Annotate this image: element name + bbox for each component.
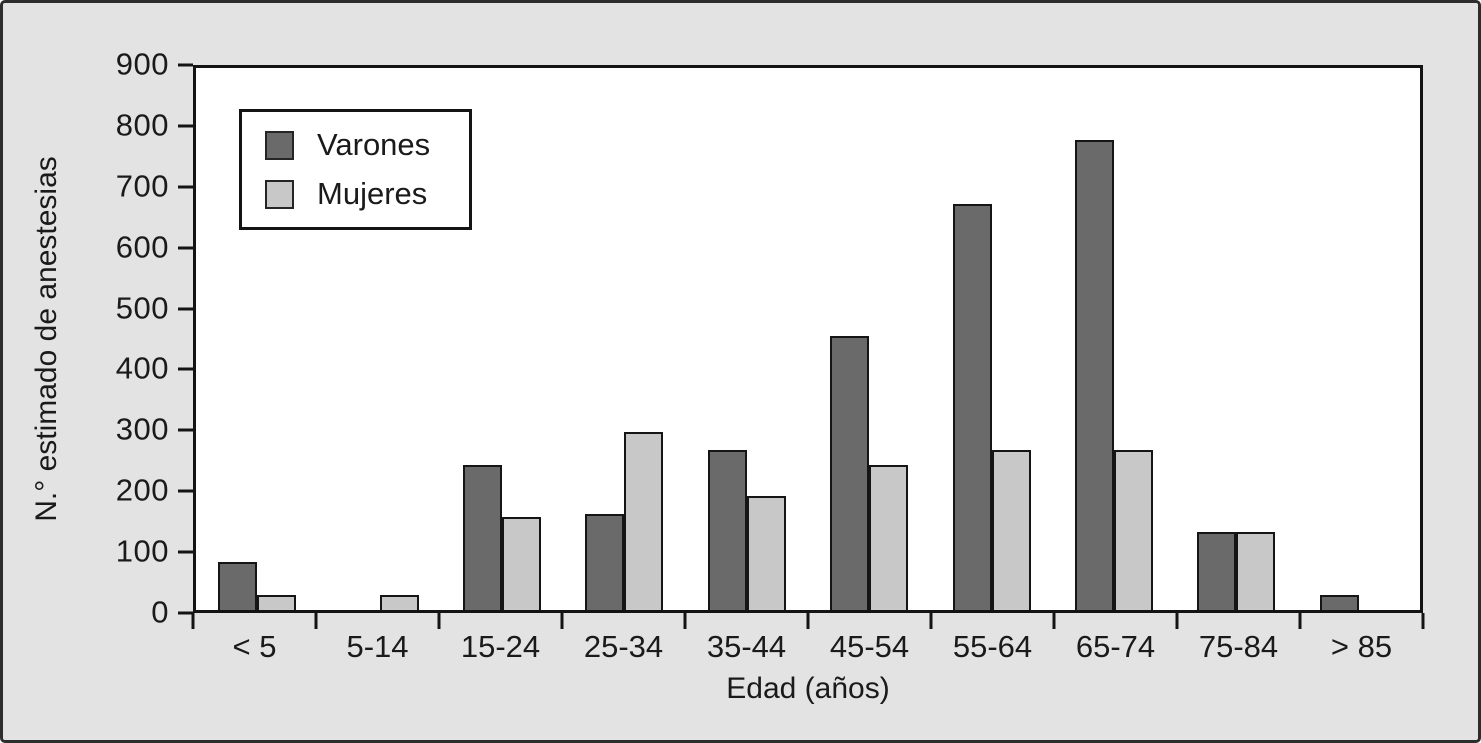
- bar-group-4: [563, 68, 685, 610]
- mujeres-bar: [257, 594, 297, 610]
- y-tick: [178, 367, 193, 371]
- bar-group-6: [808, 68, 930, 610]
- varones-bar: [952, 203, 992, 610]
- bar-group-5: [686, 68, 808, 610]
- x-tick: [314, 613, 318, 629]
- x-tick: [437, 613, 441, 629]
- y-tick-label: 100: [115, 533, 169, 569]
- mujeres-bar: [869, 465, 909, 610]
- x-category-label: 35-44: [706, 629, 787, 664]
- mujeres-bar: [624, 432, 664, 610]
- x-tick: [1421, 613, 1425, 629]
- x-tick: [1298, 613, 1302, 629]
- x-category-label: > 85: [1330, 629, 1393, 664]
- mujeres-bar: [746, 495, 786, 610]
- x-category-label: 75-84: [1198, 629, 1279, 664]
- y-tick-label: 500: [115, 289, 169, 325]
- mujeres-bar: [991, 450, 1031, 610]
- varones-bar: [830, 336, 870, 610]
- x-tick: [1175, 613, 1179, 629]
- y-tick-label: 200: [115, 472, 169, 508]
- varones-bar: [1075, 140, 1115, 610]
- y-tick-label: 700: [115, 168, 169, 204]
- x-axis-title: Edad (años): [726, 672, 890, 705]
- y-tick: [178, 550, 193, 554]
- y-tick-label: 900: [115, 46, 169, 82]
- x-category-label: 5-14: [346, 629, 409, 664]
- y-tick: [178, 124, 193, 128]
- mujeres-bar: [379, 594, 419, 610]
- y-tick-label: 400: [115, 350, 169, 386]
- legend-item-varones: Varones: [265, 127, 469, 163]
- x-category-label: 45-54: [829, 629, 910, 664]
- bar-group-8: [1053, 68, 1175, 610]
- legend-item-mujeres: Mujeres: [265, 176, 469, 212]
- mujeres-swatch: [265, 179, 294, 209]
- x-category-label: 25-34: [583, 629, 664, 664]
- y-tick: [178, 185, 193, 189]
- x-category-label: 55-64: [952, 629, 1033, 664]
- y-tick: [178, 428, 193, 432]
- x-tick: [929, 613, 933, 629]
- mujeres-bar: [1236, 531, 1276, 610]
- x-category-label: 65-74: [1075, 629, 1156, 664]
- x-axis-ticks: [191, 613, 1425, 629]
- varones-bar: [1319, 594, 1359, 610]
- y-tick-label: 600: [115, 228, 169, 264]
- varones-bar: [1197, 531, 1237, 610]
- bars-container: [196, 68, 1420, 610]
- legend: Varones Mujeres: [239, 109, 472, 230]
- y-tick-label: 300: [115, 411, 169, 447]
- mujeres-bar: [502, 516, 542, 610]
- y-tick-label: 800: [115, 107, 169, 143]
- mujeres-bar: [1114, 450, 1154, 610]
- bar-group-1: [196, 68, 318, 610]
- varones-bar: [707, 450, 747, 610]
- x-tick: [1052, 613, 1056, 629]
- mujeres-legend-label: Mujeres: [317, 176, 428, 211]
- x-category-label: 15-24: [460, 629, 541, 664]
- varones-swatch: [265, 130, 294, 160]
- y-tick: [178, 246, 193, 250]
- x-tick: [683, 613, 687, 629]
- x-tick: [806, 613, 810, 629]
- y-tick: [178, 611, 193, 615]
- varones-bar: [218, 561, 258, 610]
- y-axis: 0 100 200 300 400 500 600 700 800 900: [3, 46, 193, 629]
- x-tick: [560, 613, 564, 629]
- x-tick: [191, 613, 195, 629]
- bar-group-10: [1298, 68, 1420, 610]
- bar-group-9: [1175, 68, 1297, 610]
- varones-bar: [463, 465, 503, 610]
- y-tick: [178, 307, 193, 311]
- bar-group-7: [930, 68, 1052, 610]
- x-axis-labels: < 5 5-14 15-24 25-34 35-44 45-54 55-64 65-74 75-…: [193, 629, 1423, 665]
- y-tick: [178, 489, 193, 493]
- y-tick-label: 0: [151, 594, 169, 630]
- bar-group-2: [318, 68, 440, 610]
- varones-legend-label: Varones: [317, 127, 431, 162]
- varones-bar: [585, 513, 625, 610]
- x-category-label: < 5: [232, 629, 277, 664]
- y-tick: [178, 63, 193, 67]
- bar-group-3: [441, 68, 563, 610]
